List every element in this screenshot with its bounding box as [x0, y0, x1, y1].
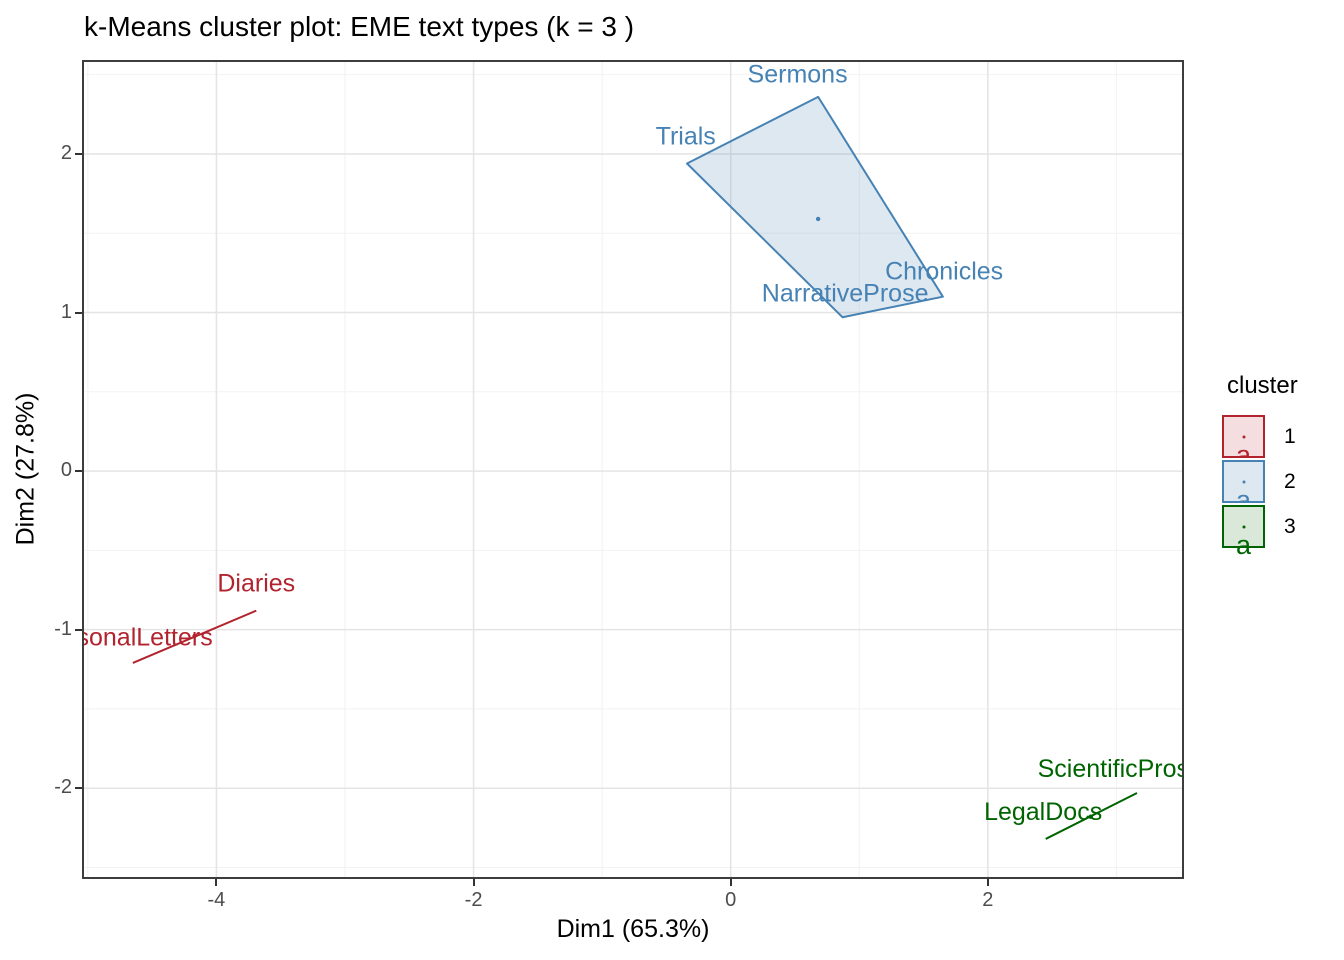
legend-key-swatch: a [1222, 415, 1265, 458]
legend-text-marker-icon: a [1235, 530, 1252, 560]
legend-center-dot-icon [1242, 480, 1245, 483]
x-tick-label: 0 [725, 889, 737, 911]
y-tick-label: 2 [60, 141, 72, 164]
y-axis-title: Dim2 (27.8%) [11, 392, 40, 546]
cluster-3-center-point [1088, 814, 1093, 819]
y-tick-mark [75, 628, 82, 631]
x-tick-label: 2 [982, 889, 994, 911]
x-tick-mark [986, 879, 989, 886]
y-tick-mark [75, 787, 82, 790]
y-tick-mark [75, 311, 82, 314]
data-point-label: NarrativeProse [762, 279, 929, 307]
cluster-2-hull [686, 95, 944, 319]
legend-text-marker-icon: a [1235, 440, 1252, 458]
x-tick-label: -4 [207, 889, 226, 911]
data-point-label: Diaries [217, 570, 295, 598]
cluster-1-center-point [192, 633, 197, 639]
y-tick-label: -1 [54, 617, 72, 640]
x-tick-mark [729, 879, 732, 886]
data-point-label: Trials [656, 123, 716, 151]
legend-item-label: 3 [1284, 514, 1296, 538]
legend-text-marker-icon: a [1235, 485, 1252, 503]
plot-title: k-Means cluster plot: EME text types (k … [84, 11, 635, 42]
y-tick-mark [75, 470, 82, 473]
data-point-label: Chronicles [885, 257, 1003, 285]
data-point-label: LegalDocs [984, 798, 1102, 826]
y-tick-label: 0 [60, 459, 72, 482]
cluster-2-center-point [815, 216, 821, 222]
legend-item-label: 2 [1284, 469, 1296, 493]
y-tick-label: 1 [60, 300, 72, 323]
y-tick-label: -2 [54, 776, 72, 799]
data-point-label: Sermons [748, 61, 848, 89]
x-tick-mark [472, 879, 475, 886]
legend-item-label: 1 [1284, 424, 1296, 448]
legend-center-dot-icon [1242, 525, 1245, 528]
data-point-label: ScientificProse [1038, 755, 1184, 783]
cluster-plot-panel: PersonalLettersDiaries Sermons Trials Narra… [82, 60, 1184, 879]
y-tick-mark [75, 152, 82, 155]
legend-center-dot-icon [1242, 435, 1245, 438]
x-tick-label: -2 [464, 889, 483, 911]
legend-key-swatch: a [1222, 505, 1265, 559]
legend-key-swatch: a [1222, 460, 1265, 503]
legend-title: cluster [1227, 372, 1298, 399]
x-tick-mark [215, 879, 218, 886]
x-axis-title: Dim1 (65.3%) [556, 915, 710, 943]
data-point-label: PersonalLetters [82, 624, 213, 652]
